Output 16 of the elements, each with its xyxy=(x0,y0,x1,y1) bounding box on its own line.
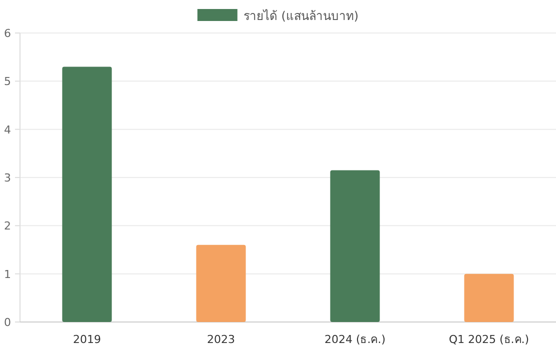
bar xyxy=(196,244,246,322)
y-tick-label: 0 xyxy=(4,316,11,329)
bar xyxy=(464,274,514,322)
x-tick-label: Q1 2025 (ธ.ค.) xyxy=(448,333,530,346)
y-tick-label: 3 xyxy=(4,172,11,184)
legend-label: รายได้ (แสนล้านบาท) xyxy=(243,9,359,23)
y-tick-label: 5 xyxy=(4,75,11,88)
bar xyxy=(330,170,380,322)
y-tick-label: 4 xyxy=(4,123,11,136)
x-tick-label: 2023 xyxy=(207,333,235,346)
x-tick-label: 2024 (ธ.ค.) xyxy=(324,333,386,346)
y-tick-label: 6 xyxy=(4,27,11,40)
y-tick-label: 2 xyxy=(4,220,11,233)
y-tick-label: 1 xyxy=(4,268,11,281)
bar xyxy=(62,66,112,322)
x-tick-label: 2019 xyxy=(73,333,101,346)
